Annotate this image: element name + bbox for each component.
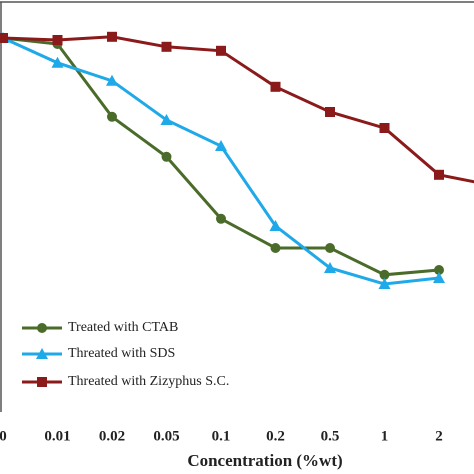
legend-label: Threated with Zizyphus S.C. [68,374,229,389]
point [161,41,172,52]
point [270,81,281,92]
x-tick-label: 1 [381,428,389,444]
point [379,123,390,133]
series-line [2,36,440,286]
point [161,151,172,162]
legend-box [14,314,374,398]
x-axis-label: Concentration (%wt) [187,451,342,470]
point [325,243,335,253]
point [378,278,391,289]
series-line [2,36,440,277]
point [0,33,8,43]
x-tick-label: 0.5 [321,428,340,444]
point [215,140,227,151]
point [36,348,48,359]
legend-label: Treated with CTAB [68,320,178,335]
point [216,45,226,56]
x-tick-label: 0.01 [44,428,70,444]
point [270,243,281,253]
point [434,265,444,275]
point [106,74,118,86]
x-tick-label: 0.05 [153,428,179,444]
x-tick-label: 0 [0,428,7,444]
x-tick-label: 2 [435,428,443,444]
point [160,114,173,125]
point [433,272,445,283]
legend-label: Threated with SDS [68,346,175,361]
point [325,107,335,117]
point [379,269,390,280]
point [216,213,226,224]
point [269,220,282,231]
x-tick-label: 0.2 [266,428,285,444]
point [37,377,47,387]
point [51,56,64,68]
point [52,35,63,45]
series-line [2,35,474,184]
point [324,262,336,273]
point [107,111,117,122]
point [37,323,47,333]
point [107,31,117,42]
x-tick-label: 0.1 [212,428,231,444]
point [434,169,444,180]
x-tick-label: 0.02 [99,428,125,444]
